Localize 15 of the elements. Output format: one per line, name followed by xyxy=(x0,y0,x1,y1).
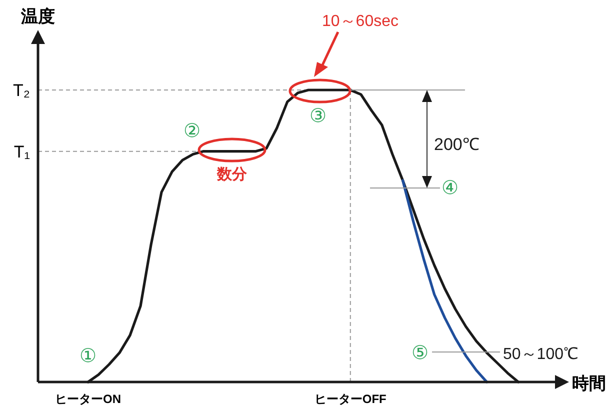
x-axis-title: 時間 xyxy=(572,374,606,393)
ref-line-label: T₂ xyxy=(13,81,30,100)
x-tick-label: ヒーターON xyxy=(55,392,122,406)
y-axis-title: 温度 xyxy=(20,7,55,26)
annotation: ④ xyxy=(442,178,458,199)
annotation: 200℃ xyxy=(434,135,480,154)
x-tick-label: ヒーターOFF xyxy=(314,392,386,406)
annotation: ⑤ xyxy=(412,343,428,364)
annotation: 数分 xyxy=(217,166,247,183)
annotation: ① xyxy=(80,346,96,367)
ref-line-label: T₁ xyxy=(14,142,30,162)
annotation: 50～100℃ xyxy=(503,346,578,363)
annotation: 10～60sec xyxy=(322,13,398,30)
annotation: ③ xyxy=(310,106,326,127)
annotation: ② xyxy=(184,121,200,142)
